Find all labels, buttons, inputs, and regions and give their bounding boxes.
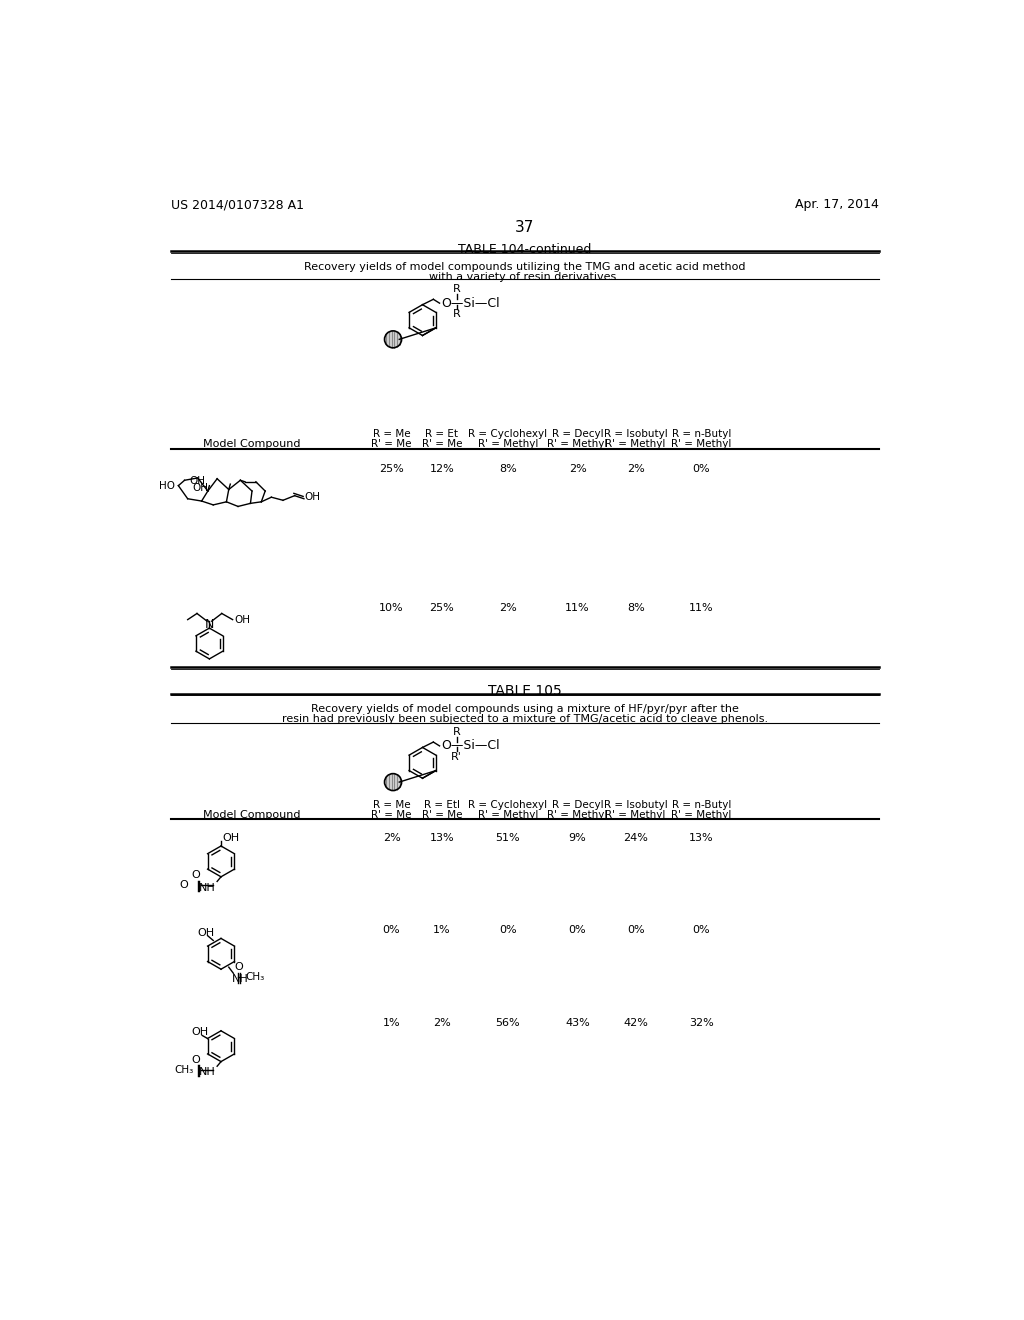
Text: 13%: 13% [689, 833, 714, 843]
Circle shape [385, 331, 401, 348]
Text: OH: OH [222, 833, 240, 843]
Text: with a variety of resin derivatives.: with a variety of resin derivatives. [429, 272, 621, 281]
Text: 8%: 8% [627, 603, 644, 614]
Text: OH: OH [189, 475, 205, 486]
Text: 37: 37 [515, 220, 535, 235]
Text: HO: HO [159, 480, 174, 491]
Text: TABLE 104-continued: TABLE 104-continued [458, 243, 592, 256]
Text: O—Si—Cl: O—Si—Cl [441, 739, 500, 752]
Text: R = Me: R = Me [373, 429, 411, 440]
Text: R = Me: R = Me [373, 800, 411, 809]
Text: R' = Methyl: R' = Methyl [605, 440, 666, 449]
Text: 0%: 0% [383, 925, 400, 936]
Text: R: R [453, 284, 461, 294]
Text: R = Etl: R = Etl [424, 800, 460, 809]
Text: R' = Methyl: R' = Methyl [477, 440, 538, 449]
Text: OH: OH [305, 492, 321, 502]
Text: 0%: 0% [692, 925, 711, 936]
Text: O: O [234, 962, 244, 972]
Text: 42%: 42% [624, 1018, 648, 1028]
Text: Recovery yields of model compounds utilizing the TMG and acetic acid method: Recovery yields of model compounds utili… [304, 261, 745, 272]
Text: 2%: 2% [568, 465, 587, 474]
Text: 13%: 13% [429, 833, 455, 843]
Text: NH: NH [199, 883, 215, 892]
Text: 11%: 11% [565, 603, 590, 614]
Text: NH: NH [199, 1068, 215, 1077]
Text: R = n-Butyl: R = n-Butyl [672, 429, 731, 440]
Text: Model Compound: Model Compound [203, 440, 301, 449]
Text: 24%: 24% [624, 833, 648, 843]
Text: Recovery yields of model compounds using a mixture of HF/pyr/pyr after the: Recovery yields of model compounds using… [311, 705, 738, 714]
Text: 56%: 56% [496, 1018, 520, 1028]
Text: R' = Methyl: R' = Methyl [605, 810, 666, 820]
Text: R' = Methyl: R' = Methyl [547, 440, 607, 449]
Text: TABLE 105: TABLE 105 [487, 684, 562, 697]
Text: R = Decyl: R = Decyl [552, 800, 603, 809]
Text: 10%: 10% [379, 603, 403, 614]
Text: 1%: 1% [433, 925, 451, 936]
Text: R' = Methyl: R' = Methyl [672, 440, 732, 449]
Text: 43%: 43% [565, 1018, 590, 1028]
Text: R' = Me: R' = Me [372, 440, 412, 449]
Text: 2%: 2% [383, 833, 400, 843]
Text: 2%: 2% [499, 603, 517, 614]
Text: R = n-Butyl: R = n-Butyl [672, 800, 731, 809]
Text: resin had previously been subjected to a mixture of TMG/acetic acid to cleave ph: resin had previously been subjected to a… [282, 714, 768, 725]
Text: US 2014/0107328 A1: US 2014/0107328 A1 [171, 198, 304, 211]
Text: 1%: 1% [383, 1018, 400, 1028]
Text: O: O [191, 870, 201, 880]
Text: R = Et: R = Et [425, 429, 459, 440]
Text: CH₃: CH₃ [246, 972, 265, 982]
Text: R = Isobutyl: R = Isobutyl [604, 800, 668, 809]
Text: R: R [453, 727, 461, 737]
Text: R = Decyl: R = Decyl [552, 429, 603, 440]
Text: R': R' [452, 751, 462, 762]
Text: 8%: 8% [499, 465, 517, 474]
Text: 11%: 11% [689, 603, 714, 614]
Text: NH: NH [231, 974, 249, 985]
Text: R: R [453, 309, 461, 319]
Text: O—Si—Cl: O—Si—Cl [441, 297, 500, 310]
Text: 25%: 25% [429, 603, 455, 614]
Circle shape [385, 774, 401, 791]
Text: R' = Methyl: R' = Methyl [672, 810, 732, 820]
Text: OH: OH [191, 1027, 209, 1038]
Text: 2%: 2% [627, 465, 644, 474]
Text: 0%: 0% [499, 925, 516, 936]
Text: 0%: 0% [627, 925, 644, 936]
Text: R' = Methyl: R' = Methyl [477, 810, 538, 820]
Text: R = Cyclohexyl: R = Cyclohexyl [468, 429, 547, 440]
Text: 12%: 12% [429, 465, 455, 474]
Text: 0%: 0% [692, 465, 711, 474]
Text: 32%: 32% [689, 1018, 714, 1028]
Text: O: O [191, 1055, 201, 1065]
Text: Model Compound: Model Compound [203, 810, 301, 820]
Text: 0%: 0% [568, 925, 587, 936]
Text: CH₃: CH₃ [174, 1065, 194, 1074]
Text: 25%: 25% [379, 465, 403, 474]
Text: Apr. 17, 2014: Apr. 17, 2014 [795, 198, 879, 211]
Text: R = Cyclohexyl: R = Cyclohexyl [468, 800, 547, 809]
Text: 51%: 51% [496, 833, 520, 843]
Text: R = Isobutyl: R = Isobutyl [604, 429, 668, 440]
Text: N: N [205, 618, 214, 631]
Text: R' = Me: R' = Me [422, 440, 462, 449]
Text: 2%: 2% [433, 1018, 451, 1028]
Text: 9%: 9% [568, 833, 587, 843]
Text: OH: OH [193, 483, 208, 492]
Text: R' = Me: R' = Me [372, 810, 412, 820]
Text: OH: OH [234, 615, 250, 624]
Text: R' = Me: R' = Me [422, 810, 462, 820]
Text: OH: OH [197, 928, 214, 937]
Text: O: O [179, 880, 188, 890]
Text: R' = Methyl: R' = Methyl [547, 810, 607, 820]
